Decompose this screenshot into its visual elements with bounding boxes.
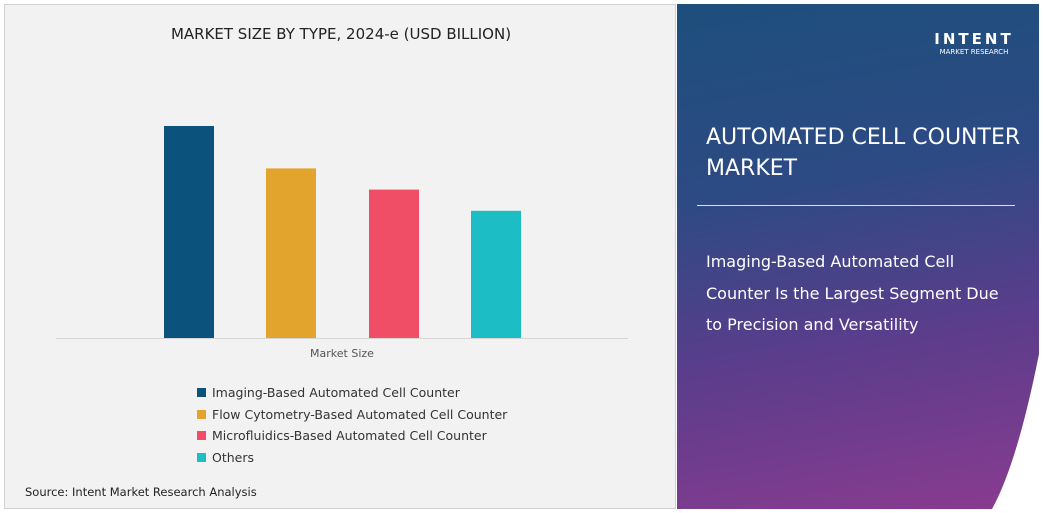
segment-description: Imaging-Based Automated Cell Counter Is … xyxy=(706,252,999,334)
chart-title: MARKET SIZE BY TYPE, 2024-e (USD BILLION… xyxy=(170,25,512,43)
legend-label: Others xyxy=(212,449,255,465)
legend-label: Imaging-Based Automated Cell Counter xyxy=(212,385,460,401)
chart-panel: MARKET SIZE BY TYPE, 2024-e (USD BILLION… xyxy=(4,4,676,509)
legend-item: Imaging-Based Automated Cell Counter xyxy=(197,382,507,404)
bar xyxy=(266,168,316,338)
bar xyxy=(369,189,419,338)
logo-brand: INTENT xyxy=(934,30,1014,48)
legend-swatch xyxy=(197,409,206,419)
legend-label: Microfluidics-Based Automated Cell Count… xyxy=(212,428,487,444)
market-heading: AUTOMATED CELL COUNTER MARKET xyxy=(706,125,1021,181)
legend-label: Flow Cytometry-Based Automated Cell Coun… xyxy=(212,406,508,422)
legend-item: Microfluidics-Based Automated Cell Count… xyxy=(197,425,507,447)
legend-swatch xyxy=(197,388,206,398)
legend-item: Others xyxy=(197,447,507,469)
info-panel: INTENT MARKET RESEARCH AUTOMATED CELL CO… xyxy=(677,4,1039,509)
bar xyxy=(164,126,214,338)
bar xyxy=(471,210,521,338)
legend: Imaging-Based Automated Cell Counter Flow… xyxy=(197,382,507,468)
decorative-curve xyxy=(992,354,1039,509)
bar-chart: Market Size xyxy=(56,126,628,360)
x-axis-label: Market Size xyxy=(310,347,374,360)
source-note: Source: Intent Market Research Analysis xyxy=(25,485,257,499)
divider xyxy=(697,205,1015,206)
legend-swatch xyxy=(197,452,206,462)
legend-item: Flow Cytometry-Based Automated Cell Coun… xyxy=(197,404,507,426)
legend-swatch xyxy=(197,431,206,441)
intent-logo: INTENT MARKET RESEARCH xyxy=(929,12,1019,62)
logo-sub: MARKET RESEARCH xyxy=(939,48,1009,56)
